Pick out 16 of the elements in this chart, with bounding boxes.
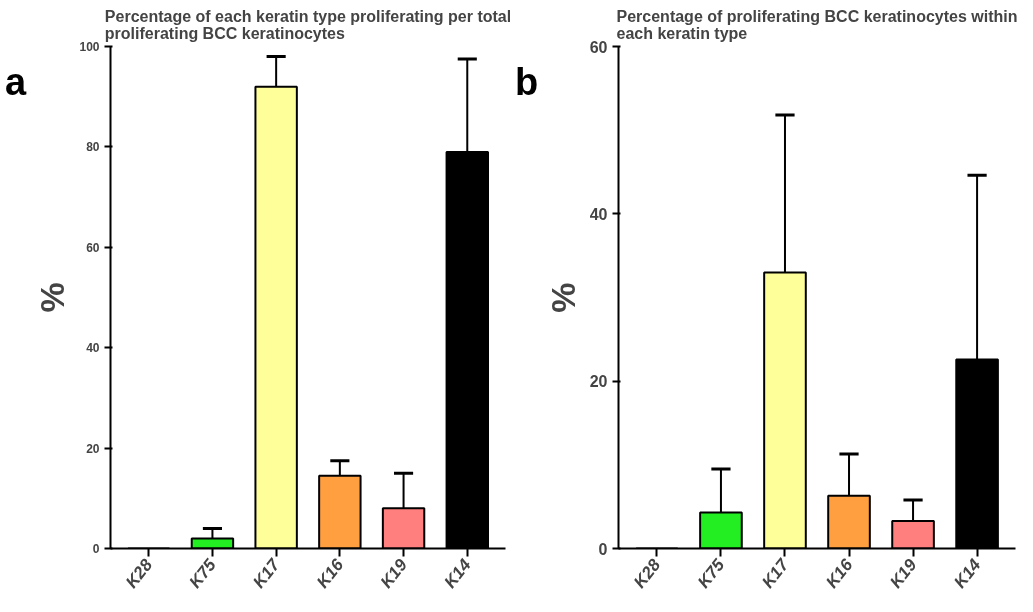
y-tick-label: 20 <box>589 373 608 391</box>
y-axis-title: % <box>543 282 582 313</box>
y-tick-label: 100 <box>79 40 100 54</box>
y-tick-label: 0 <box>92 542 100 556</box>
y-tick-label: 20 <box>86 441 100 456</box>
text: b <box>515 60 539 105</box>
y-tick-label: 80 <box>86 140 100 155</box>
chart-title: Percentage of each keratin type proliferating per total proliferating BCC keratinocytes <box>104 7 512 42</box>
y-tick-label: 40 <box>86 341 100 356</box>
text: a <box>5 60 27 105</box>
y-tick-label: 60 <box>589 38 608 56</box>
y-axis-title: % <box>33 282 72 313</box>
y-tick-label: 60 <box>86 240 100 255</box>
y-tick-label: 40 <box>589 205 608 223</box>
chart-title: Percentage of proliferating BCC keratinocytes within each keratin type <box>616 7 1018 42</box>
y-tick-label: 0 <box>598 540 608 558</box>
